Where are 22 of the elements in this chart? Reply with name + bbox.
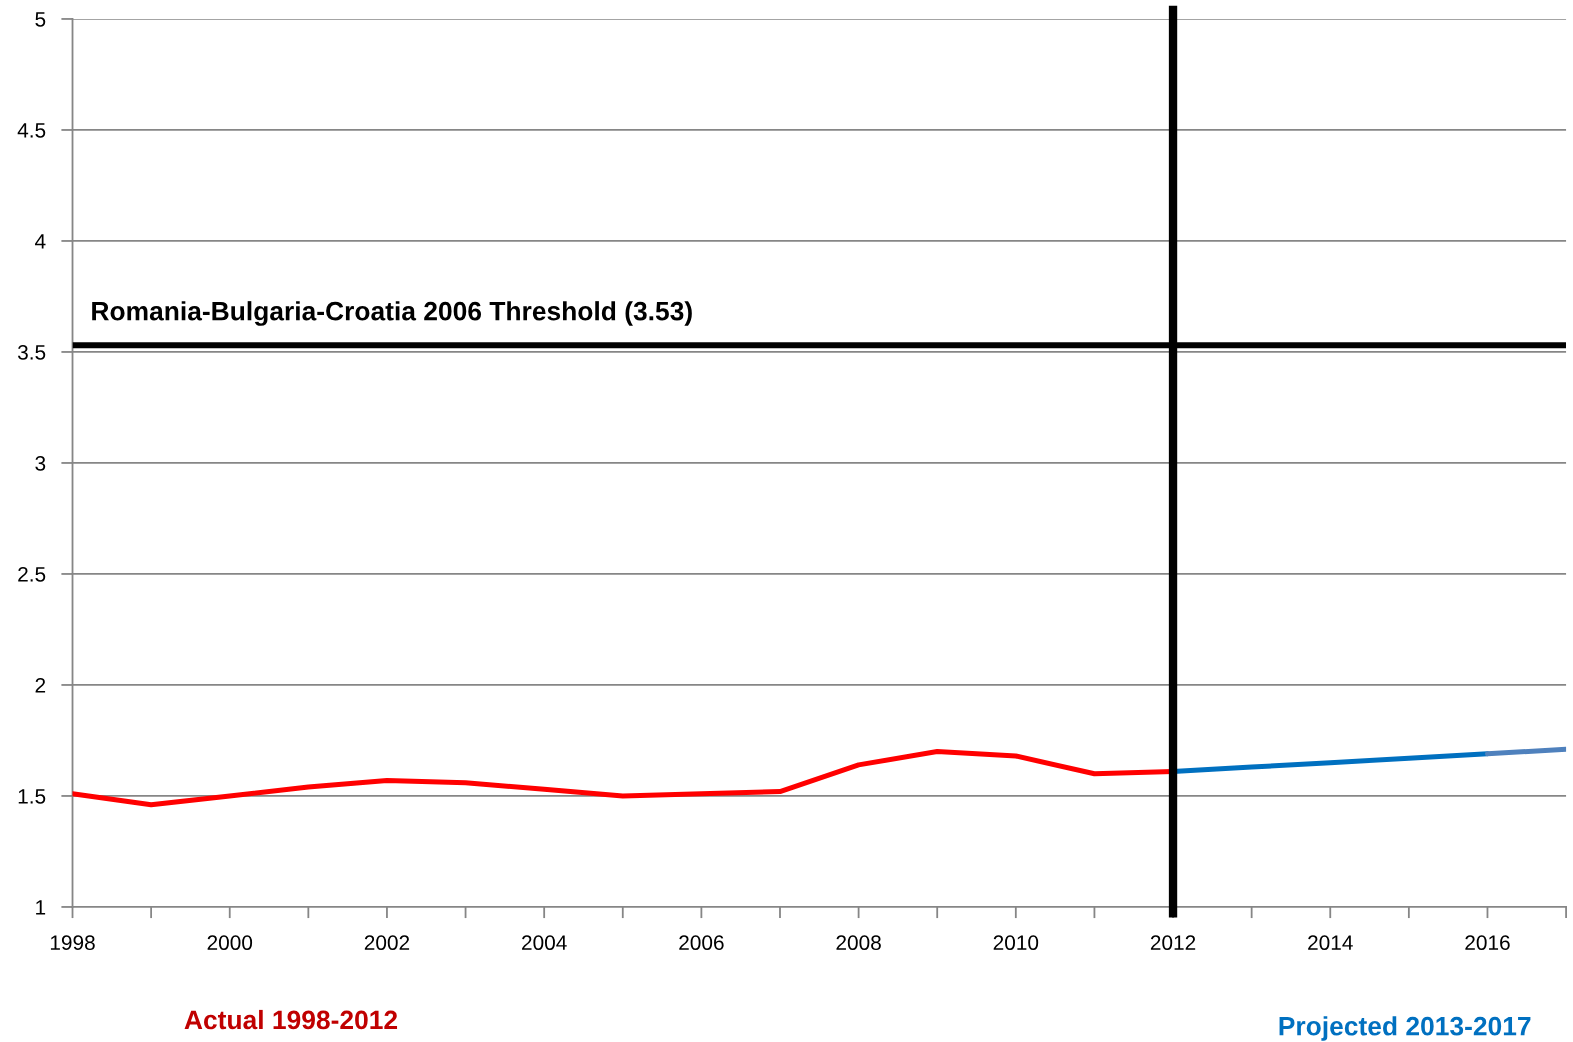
y-tick-label: 2 bbox=[35, 677, 46, 693]
y-tick-label: 4 bbox=[35, 234, 46, 249]
y-tick-label: 2.5 bbox=[18, 566, 46, 582]
x-tick-label: 1998 bbox=[50, 935, 95, 951]
text: Actual 1998-2012 bbox=[184, 1009, 398, 1030]
x-tick-label: 2008 bbox=[836, 935, 881, 951]
y-tick-label: 3.5 bbox=[17, 344, 46, 360]
x-tick-label: 2006 bbox=[679, 935, 724, 951]
x-tick-label: 2004 bbox=[522, 935, 567, 951]
y-tick-label: 1.5 bbox=[18, 789, 46, 804]
x-tick-label: 2010 bbox=[993, 935, 1039, 951]
y-tick-label: 3 bbox=[35, 455, 46, 471]
x-tick-label: 2014 bbox=[1308, 935, 1353, 951]
x-tick-label: 2016 bbox=[1465, 935, 1510, 951]
x-tick-label: 2012 bbox=[1150, 935, 1196, 951]
x-tick-label: 2002 bbox=[364, 935, 410, 951]
y-tick-label: 1 bbox=[36, 900, 46, 915]
ref-line-label: Romania-Bulgaria-Croatia 2006 Threshold (3.53) bbox=[92, 301, 692, 326]
y-tick-label: 5 bbox=[35, 12, 46, 27]
x-tick-label: 2000 bbox=[207, 935, 253, 951]
text: Projected 2013-2017 bbox=[1279, 1016, 1531, 1041]
y-tick-label: 4.5 bbox=[17, 123, 46, 138]
